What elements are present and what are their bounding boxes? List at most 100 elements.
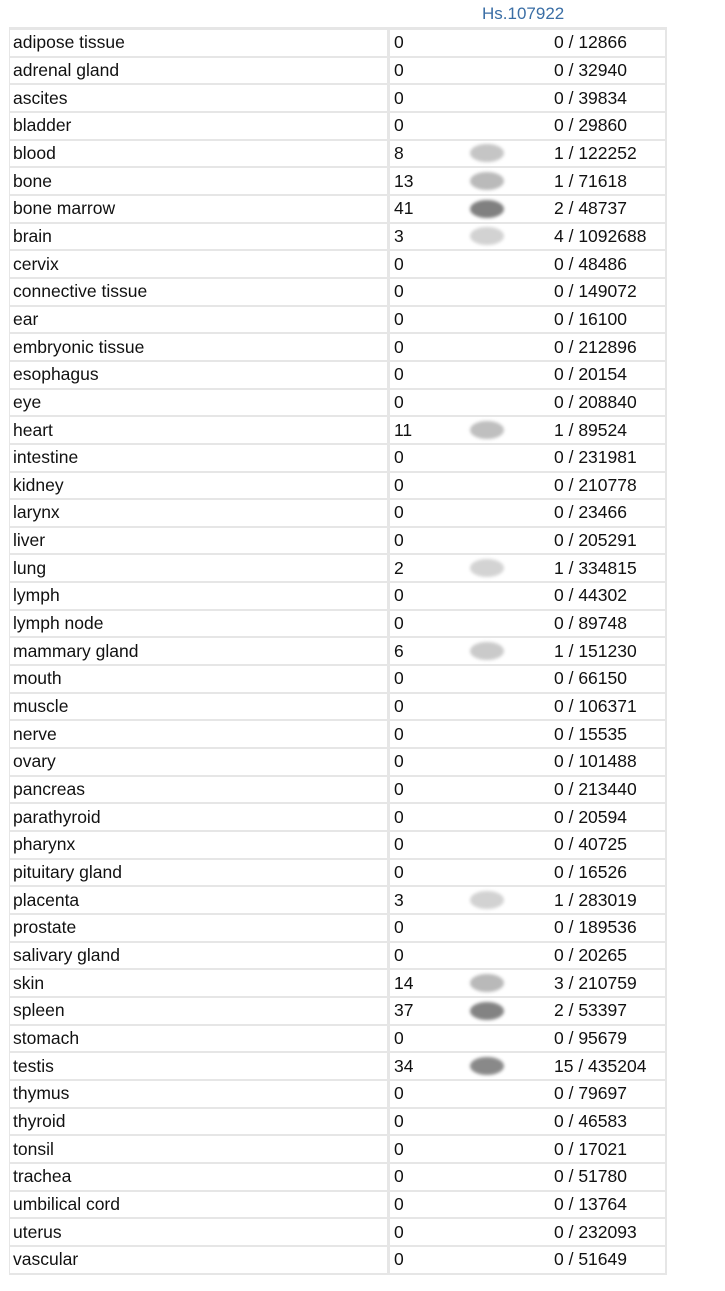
tpm-value: 3: [394, 225, 404, 246]
table-row: bladder 0 0 / 29860: [10, 112, 665, 139]
expression-cell: 0 0 / 189536: [390, 915, 665, 941]
expression-cell: 0 0 / 48486: [390, 251, 665, 277]
expression-dot-icon: [470, 974, 504, 993]
tissue-name: parathyroid: [10, 804, 387, 831]
table-row: uterus 0 0 / 232093: [10, 1219, 665, 1245]
tissue-name: placenta: [10, 887, 387, 913]
tissue-name: mammary gland: [10, 638, 387, 665]
expression-cell: 0 0 / 89748: [390, 610, 665, 637]
table-row: cervix 0 0 / 48486: [10, 251, 665, 277]
tissue-name: trachea: [10, 1163, 387, 1190]
gene-ests-ratio: 0 / 15535: [554, 723, 627, 744]
table-row: ear 0 0 / 16100: [10, 306, 665, 333]
gene-ests-ratio: 0 / 189536: [554, 917, 637, 938]
tissue-name: uterus: [10, 1219, 387, 1245]
expression-cell: 3 4 / 1092688: [390, 223, 665, 250]
tpm-value: 0: [394, 502, 404, 523]
tpm-value: 3: [394, 889, 404, 910]
expression-cell: 0 0 / 46583: [390, 1108, 665, 1135]
table-row: tonsil 0 0 / 17021: [10, 1136, 665, 1162]
expression-dot-icon: [470, 559, 504, 578]
gene-ests-ratio: 0 / 212896: [554, 336, 637, 357]
expression-dot-icon: [470, 642, 504, 661]
gene-ests-ratio: 0 / 51649: [554, 1249, 627, 1270]
gene-ests-ratio: 1 / 283019: [554, 889, 637, 910]
expression-cell: 0 0 / 149072: [390, 278, 665, 305]
tissue-name: pharynx: [10, 832, 387, 858]
tissue-name: ear: [10, 306, 387, 333]
tissue-name: blood: [10, 140, 387, 167]
tissue-name: nerve: [10, 721, 387, 748]
gene-ests-ratio: 0 / 89748: [554, 613, 627, 634]
expression-cell: 0 0 / 106371: [390, 693, 665, 720]
table-row: larynx 0 0 / 23466: [10, 500, 665, 526]
gene-ests-ratio: 4 / 1092688: [554, 225, 647, 246]
gene-ests-ratio: 0 / 16526: [554, 862, 627, 883]
tissue-name: tonsil: [10, 1136, 387, 1162]
gene-ests-ratio: 0 / 208840: [554, 391, 637, 412]
expression-cell: 0 0 / 23466: [390, 500, 665, 526]
expression-cell: 37 2 / 53397: [390, 997, 665, 1024]
expression-cell: 0 0 / 231981: [390, 444, 665, 471]
gene-ests-ratio: 0 / 213440: [554, 779, 637, 800]
gene-ests-ratio: 0 / 16100: [554, 308, 627, 329]
table-row: embryonic tissue 0 0 / 212896: [10, 334, 665, 360]
tissue-name: pituitary gland: [10, 859, 387, 886]
tpm-value: 34: [394, 1055, 414, 1076]
tpm-value: 0: [394, 253, 404, 274]
table-row: lung 2 1 / 334815: [10, 555, 665, 582]
gene-ests-ratio: 1 / 334815: [554, 557, 637, 578]
tissue-name: prostate: [10, 915, 387, 941]
expression-cell: 0 0 / 212896: [390, 334, 665, 360]
tissue-name: spleen: [10, 997, 387, 1024]
gene-ests-ratio: 0 / 101488: [554, 751, 637, 772]
expression-cell: 0 0 / 51649: [390, 1246, 665, 1273]
table-row: bone 13 1 / 71618: [10, 168, 665, 194]
tissue-name: eye: [10, 389, 387, 416]
expression-cell: 0 0 / 15535: [390, 721, 665, 748]
table-row: brain 3 4 / 1092688: [10, 223, 665, 250]
tpm-value: 0: [394, 115, 404, 136]
gene-ests-ratio: 0 / 66150: [554, 668, 627, 689]
expression-dot-icon: [470, 227, 504, 246]
table-row: umbilical cord 0 0 / 13764: [10, 1191, 665, 1218]
tpm-value: 0: [394, 696, 404, 717]
gene-ests-ratio: 0 / 149072: [554, 281, 637, 302]
expression-cell: 13 1 / 71618: [390, 168, 665, 194]
expression-cell: 41 2 / 48737: [390, 195, 665, 222]
tpm-value: 0: [394, 1249, 404, 1270]
tpm-value: 2: [394, 557, 404, 578]
expression-cell: 0 0 / 39834: [390, 85, 665, 111]
gene-ests-ratio: 1 / 89524: [554, 419, 627, 440]
expression-cell: 3 1 / 283019: [390, 887, 665, 913]
tissue-name: lymph: [10, 583, 387, 609]
expression-cell: 0 0 / 232093: [390, 1219, 665, 1245]
gene-ests-ratio: 0 / 20154: [554, 364, 627, 385]
gene-ests-ratio: 0 / 40725: [554, 834, 627, 855]
tissue-name: vascular: [10, 1246, 387, 1273]
gene-ests-ratio: 0 / 13764: [554, 1193, 627, 1214]
tpm-value: 0: [394, 530, 404, 551]
table-row: pituitary gland 0 0 / 16526: [10, 859, 665, 886]
table-row: pharynx 0 0 / 40725: [10, 832, 665, 858]
tpm-value: 0: [394, 862, 404, 883]
gene-ests-ratio: 0 / 95679: [554, 1027, 627, 1048]
cluster-id-header[interactable]: Hs.107922: [482, 4, 565, 23]
table-row: connective tissue 0 0 / 149072: [10, 278, 665, 305]
tpm-value: 8: [394, 142, 404, 163]
expression-cell: 0 0 / 20594: [390, 804, 665, 831]
gene-ests-ratio: 0 / 51780: [554, 1166, 627, 1187]
tpm-value: 0: [394, 87, 404, 108]
table-row: intestine 0 0 / 231981: [10, 444, 665, 471]
table-row: skin 14 3 / 210759: [10, 970, 665, 996]
tpm-value: 0: [394, 1083, 404, 1104]
table-row: pancreas 0 0 / 213440: [10, 776, 665, 803]
expression-cell: 11 1 / 89524: [390, 417, 665, 443]
tissue-name: esophagus: [10, 361, 387, 388]
gene-ests-ratio: 0 / 48486: [554, 253, 627, 274]
tissue-name: thymus: [10, 1080, 387, 1107]
tissue-name: lung: [10, 555, 387, 582]
table-row: lymph 0 0 / 44302: [10, 583, 665, 609]
expression-cell: 0 0 / 20265: [390, 942, 665, 969]
expression-dot-icon: [470, 144, 504, 163]
